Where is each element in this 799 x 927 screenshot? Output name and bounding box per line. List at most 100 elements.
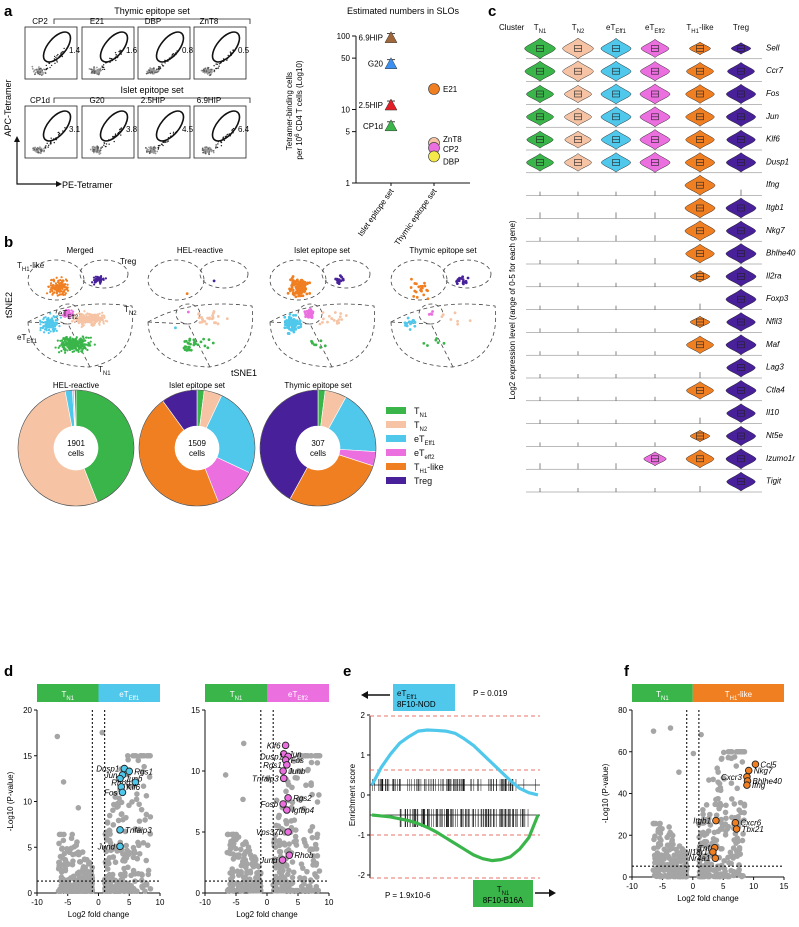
volcano-point — [239, 858, 246, 865]
tsne-cell — [196, 343, 200, 347]
volcano-point — [124, 752, 131, 759]
volcano-xtick-label: -10 — [31, 898, 43, 907]
volcano-point — [110, 822, 117, 828]
volcano-point — [295, 887, 301, 894]
tsne-cell — [420, 284, 424, 288]
gene-label: Tigit — [766, 477, 782, 486]
volcano-point — [292, 833, 299, 840]
flow-pct: 3.8 — [126, 125, 138, 134]
flow-event — [108, 143, 110, 145]
tsne-outline-split — [269, 321, 333, 368]
tsne-cell — [70, 345, 73, 348]
volcano-highlight — [285, 851, 294, 859]
flow-event — [114, 51, 117, 54]
volcano-xtick-label: 15 — [780, 882, 789, 891]
flow-event — [146, 148, 148, 150]
legend-swatch — [386, 477, 406, 484]
tsne-cell — [291, 291, 295, 294]
tsne-cell — [291, 282, 295, 286]
flow-event — [95, 66, 98, 69]
tsne-cell — [53, 291, 56, 294]
tsne-thymic-epitope-set: Thymic epitope set — [390, 246, 497, 368]
flow-event — [152, 67, 155, 70]
volcano-point — [676, 769, 682, 775]
volcano-point — [728, 814, 735, 821]
volcano-point — [736, 862, 742, 868]
donut-unit: cells — [189, 449, 205, 458]
flow-event — [208, 153, 211, 156]
flow-plots-group: CP21.4E211.6DBP0.8ZnT80.5CP1d3.1G203.82.… — [24, 17, 250, 159]
group-left-label-main: T — [230, 690, 235, 699]
flow-event — [150, 146, 153, 149]
tsne-cell — [417, 285, 421, 289]
tsne-cell — [187, 347, 190, 351]
tsne-cell — [70, 314, 73, 317]
volcano-xtick-label: 0 — [265, 898, 270, 907]
tsne-cell — [60, 281, 64, 284]
flow-event — [36, 71, 39, 73]
volcano-point — [253, 875, 259, 881]
tsne-cell — [99, 276, 103, 279]
flow-event — [37, 148, 40, 151]
volcano-highlight — [731, 818, 740, 827]
volcano-point — [723, 815, 729, 822]
volcano-point — [104, 819, 111, 825]
cluster-column-label: Treg — [733, 23, 749, 32]
volcano-point — [125, 880, 131, 887]
volcano-point — [128, 872, 134, 879]
flow-event — [57, 53, 59, 56]
cluster-column-label: TN1 — [534, 23, 547, 35]
tsne-cell — [225, 317, 229, 321]
volcano-xtick-label: -5 — [659, 882, 667, 891]
flow-event — [44, 72, 47, 75]
flow-event — [172, 131, 175, 134]
group-bar-left — [37, 684, 99, 702]
tsne-cell — [100, 318, 103, 321]
flow-event — [38, 66, 40, 68]
tsne-cell — [414, 290, 418, 294]
flow-event — [158, 65, 160, 68]
flow-gate — [42, 31, 72, 63]
tsne-cell — [410, 277, 413, 281]
tsne-cell — [211, 341, 215, 345]
legend-label: TH1-like — [414, 462, 444, 475]
flow-gate — [99, 31, 129, 63]
volcano-point — [147, 886, 154, 892]
volcano-ytick-label: 40 — [618, 790, 627, 799]
gsea-bottom-label-2: 8F10-B16A — [483, 896, 524, 905]
volcano-highlight — [283, 761, 291, 769]
volcano-highlight — [116, 842, 124, 851]
flow-event — [45, 64, 48, 67]
volcano-point — [690, 750, 697, 757]
volcano-point — [666, 847, 673, 853]
gsea-ylabel: Enrichment score — [348, 763, 357, 826]
tsne-cell — [82, 337, 85, 340]
legend-label-sub: N1 — [420, 413, 428, 419]
violin-grid: TN1 TN2 eTEff1 eTEff2 TH1-like TregSellCcr7Fo… — [524, 23, 796, 493]
tsne-cell — [436, 341, 440, 345]
flow-pct: 3.1 — [69, 125, 81, 134]
tsne-cell — [422, 293, 426, 297]
volcano-point — [733, 763, 740, 769]
flow-event — [43, 147, 45, 150]
volcano-point — [276, 837, 283, 844]
volcano-xtick-label: 0 — [96, 898, 101, 907]
tsne-cell — [80, 323, 84, 326]
volcano-point — [84, 856, 90, 863]
tsne-cell — [64, 283, 67, 286]
volcano-point — [257, 870, 264, 876]
volcano-point — [705, 828, 712, 834]
tsne-cell — [211, 314, 214, 317]
volcano-point — [104, 882, 110, 888]
tsne-cell — [66, 343, 70, 346]
volcano-point — [272, 832, 279, 838]
flow-plot-2.5HIP: 2.5HIP 4.5 — [137, 96, 194, 159]
volcano-point — [240, 740, 247, 747]
flow-event — [98, 70, 101, 73]
volcano-xtick-label: -10 — [199, 898, 211, 907]
group-right-label: eTEff2 — [288, 690, 309, 702]
gsea-top-label-1: eTEff1 — [397, 689, 418, 701]
tsne-cell — [69, 340, 72, 343]
